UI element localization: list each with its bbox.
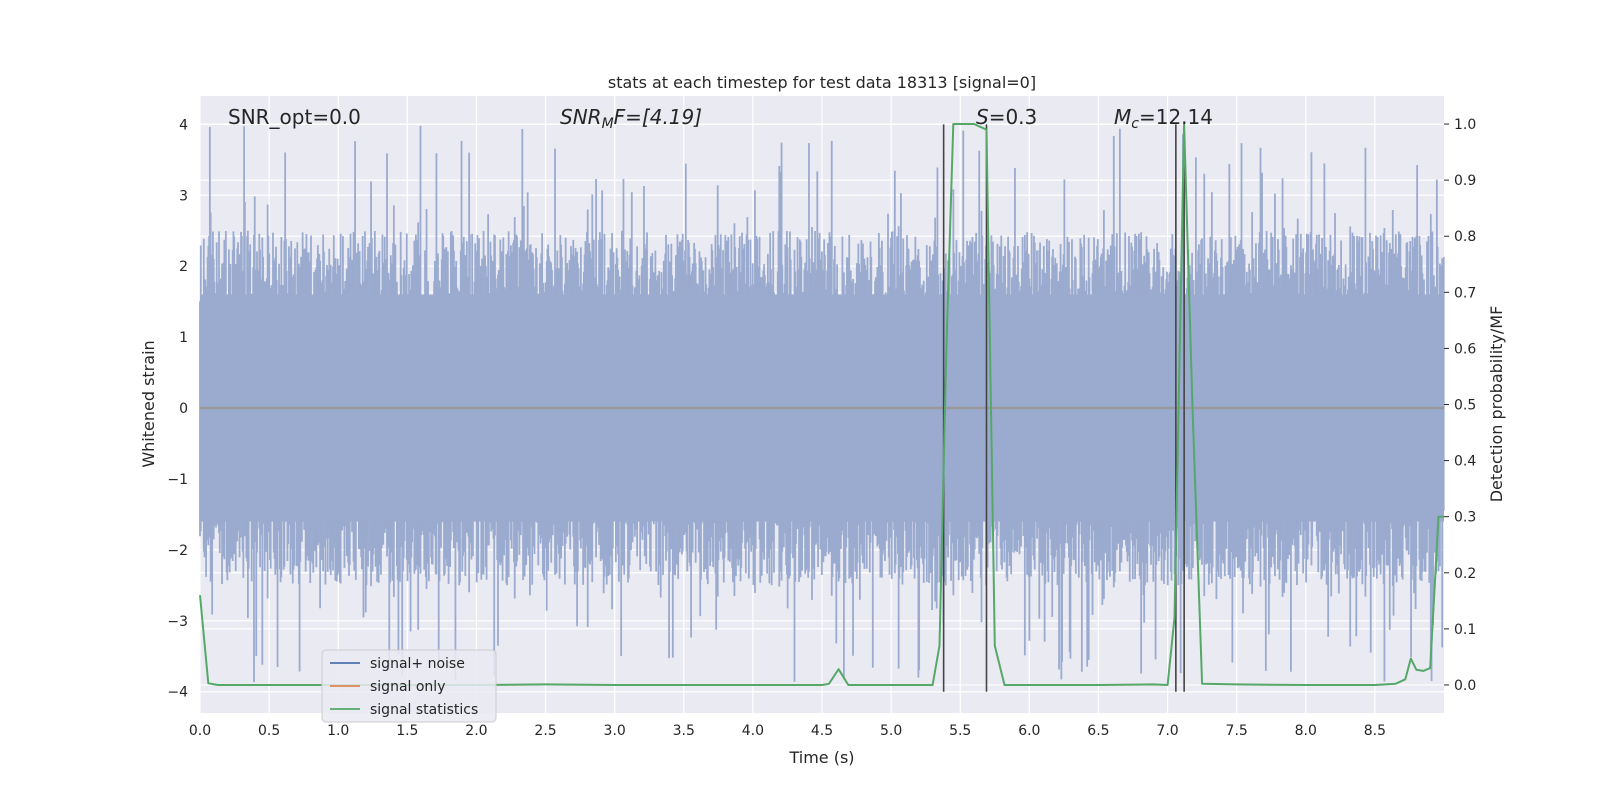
y-tick-label: 0 <box>179 401 188 417</box>
x-tick-label: 4.0 <box>742 723 764 739</box>
y-tick-label: −1 <box>167 472 188 488</box>
y-tick-label: −3 <box>167 614 188 630</box>
legend-label-signal-statistics: signal statistics <box>370 702 478 718</box>
x-axis-ticks: 0.0 0.5 1.0 1.5 2.0 2.5 3.0 3.5 4.0 4.5 5.0 5.5 6.0 6… <box>189 723 1386 739</box>
legend-label-signal-only: signal only <box>370 679 445 695</box>
x-tick-label: 5.5 <box>949 723 971 739</box>
y2-tick-label: 0.2 <box>1454 566 1476 582</box>
x-axis-label: Time (s) <box>788 748 854 767</box>
legend: signal+ noise signal only signal statist… <box>321 649 497 723</box>
y2-tick-label: 0.4 <box>1454 454 1476 470</box>
y-axis-label: Whitened strain <box>139 340 158 467</box>
y2-tick-label: 0.6 <box>1454 341 1476 357</box>
x-tick-label: 7.5 <box>1226 723 1248 739</box>
x-tick-label: 2.5 <box>534 723 556 739</box>
annotation-s-main: S <box>976 105 989 129</box>
annotation-snr-mf-main: SNR <box>560 105 602 129</box>
x-tick-label: 6.0 <box>1018 723 1040 739</box>
legend-box <box>321 649 497 723</box>
y-tick-label: 4 <box>179 117 188 133</box>
y-tick-label: −4 <box>167 685 188 701</box>
y-tick-label: 2 <box>179 259 188 275</box>
x-tick-label: 0.0 <box>189 723 211 739</box>
x-tick-label: 2.0 <box>465 723 487 739</box>
x-tick-label: 6.5 <box>1087 723 1109 739</box>
annotation-mc: Mc=12.14 <box>1114 105 1213 132</box>
chart-title: stats at each timestep for test data 183… <box>608 73 1036 92</box>
x-tick-label: 0.5 <box>258 723 280 739</box>
x-tick-label: 1.5 <box>396 723 418 739</box>
x-tick-label: 8.0 <box>1295 723 1317 739</box>
x-tick-label: 7.0 <box>1156 723 1178 739</box>
annotation-mc-main: M <box>1114 105 1131 129</box>
y-tick-label: 1 <box>179 330 188 346</box>
annotation-mc-sub: c <box>1131 116 1139 132</box>
y-axis-ticks: 4 3 2 1 0 −1 −2 −3 −4 <box>167 117 188 700</box>
y2-tick-label: 0.0 <box>1454 678 1476 694</box>
annotation-s-rest: =0.3 <box>989 105 1038 129</box>
y-tick-label: −2 <box>167 543 188 559</box>
y2-tick-label: 1.0 <box>1454 117 1476 133</box>
legend-label-signal-noise: signal+ noise <box>370 656 465 672</box>
x-tick-label: 8.5 <box>1364 723 1386 739</box>
annotation-snr-mf: SNRMF=[4.19] <box>560 105 702 132</box>
x-tick-label: 3.5 <box>673 723 695 739</box>
annotation-snr-mf-sub: M <box>602 116 614 132</box>
y2-tick-label: 0.9 <box>1454 173 1476 189</box>
annotation-s: S=0.3 <box>976 105 1037 129</box>
y2-tick-label: 0.7 <box>1454 285 1476 301</box>
x-tick-label: 1.0 <box>327 723 349 739</box>
series-signal-statistics <box>199 123 1444 686</box>
y2-axis-ticks: 1.0 0.9 0.8 0.7 0.6 0.5 0.4 0.3 0.2 0.1 0.0 <box>1444 117 1476 694</box>
y2-tick-label: 0.8 <box>1454 229 1476 245</box>
y2-tick-label: 0.3 <box>1454 510 1476 526</box>
signal-statistics-line <box>199 123 1444 686</box>
x-tick-label: 3.0 <box>604 723 626 739</box>
y-tick-label: 3 <box>179 188 188 204</box>
annotation-mc-rest: =12.14 <box>1139 105 1213 129</box>
y2-axis-label: Detection probability/MF <box>1487 306 1506 503</box>
y2-tick-label: 0.5 <box>1454 398 1476 414</box>
y2-tick-label: 0.1 <box>1454 622 1476 638</box>
annotation-snr-opt: SNR_opt=0.0 <box>228 105 361 129</box>
x-tick-label: 5.0 <box>880 723 902 739</box>
annotation-snr-mf-rest: F=[4.19] <box>614 105 702 129</box>
x-tick-label: 4.5 <box>811 723 833 739</box>
